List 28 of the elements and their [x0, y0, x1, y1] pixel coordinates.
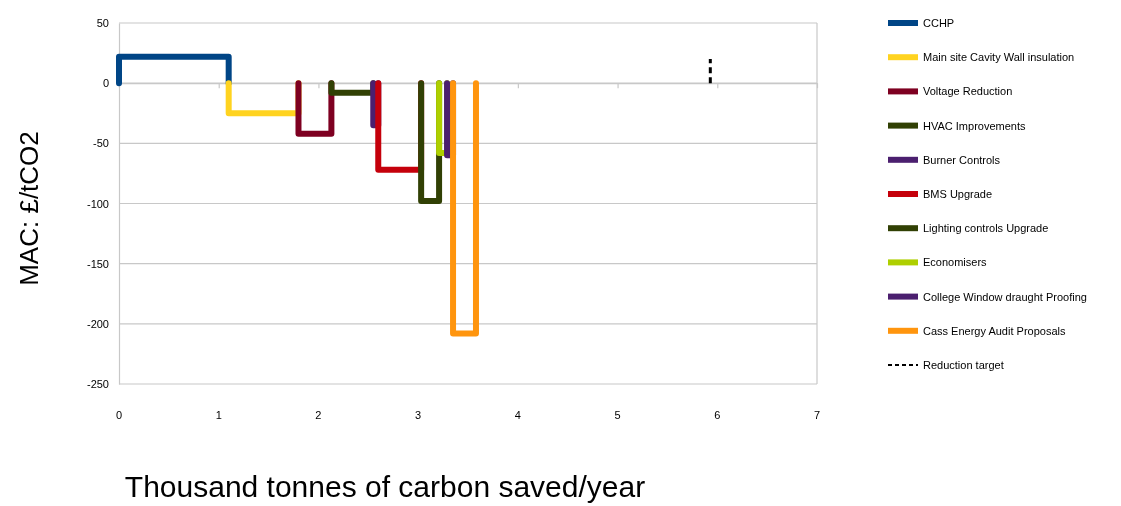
y-tick-label: 0 [102, 77, 109, 90]
legend-label: Economisers [923, 256, 988, 269]
y-tick-label: -250 [86, 378, 109, 391]
x-tick-label: 7 [813, 409, 821, 421]
legend-label: BMS Upgrade [923, 188, 993, 200]
x-tick-label: 6 [714, 409, 721, 421]
legend-label: Lighting controls Upgrade [923, 222, 1049, 235]
legend-label: Cass Energy Audit Proposals [923, 324, 1066, 337]
y-tick-label: -100 [86, 197, 109, 210]
legend-label: Burner Controls [923, 153, 1001, 166]
x-tick-label: 3 [415, 409, 422, 421]
y-tick-label: -50 [93, 137, 109, 150]
x-tick-label: 1 [215, 409, 222, 421]
y-tick-label: -200 [86, 317, 109, 330]
x-tick-label: 5 [614, 409, 621, 421]
y-tick-label: -150 [86, 257, 109, 270]
x-tick-label: 2 [315, 409, 322, 421]
legend-label: Reduction target [923, 359, 1004, 371]
legend-label: College Window draught Proofing [923, 290, 1087, 303]
y-tick-label: 50 [96, 17, 109, 30]
x-tick-label: 4 [514, 409, 521, 421]
legend-label: Main site Cavity Wall insulation [923, 51, 1075, 64]
x-tick-label: 0 [115, 409, 123, 421]
legend-label: HVAC Improvements [923, 119, 1026, 132]
x-axis-title: Thousand tonnes of carbon saved/year [124, 470, 646, 503]
legend-label: Voltage Reduction [923, 85, 1013, 98]
y-axis-title: MAC: £/tCO2 [14, 131, 44, 286]
legend-label: CCHP [923, 17, 955, 29]
